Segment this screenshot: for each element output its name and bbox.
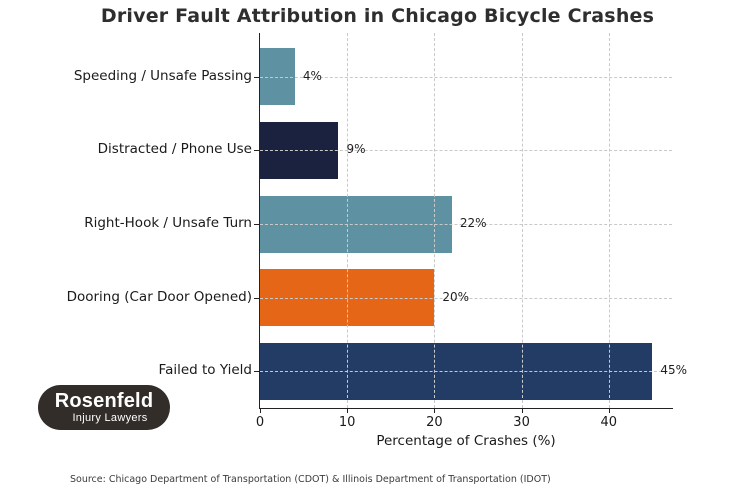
y-tick-5 <box>254 371 259 373</box>
gridline-y-5 <box>260 371 672 373</box>
value-label-5: 45% <box>660 363 688 378</box>
value-label-2: 9% <box>346 142 366 157</box>
y-tick-1 <box>254 76 259 78</box>
gridline-y-2 <box>260 150 672 152</box>
x-tick-30 <box>521 409 523 413</box>
chart-title: Driver Fault Attribution in Chicago Bicy… <box>100 5 655 27</box>
y-axis-spine <box>259 33 260 409</box>
gridline-y-3 <box>260 224 672 225</box>
x-tick-0 <box>260 409 261 413</box>
x-tick-label-30: 30 <box>513 415 530 430</box>
gridline-y-4 <box>260 297 672 299</box>
gridline-x-10 <box>347 33 349 408</box>
x-tick-40 <box>608 409 610 413</box>
category-label-5: Failed to Yield <box>158 362 252 379</box>
gridline-x-20 <box>434 33 436 408</box>
x-tick-label-0: 0 <box>255 415 265 430</box>
x-tick-10 <box>347 409 349 413</box>
x-tick-label-20: 20 <box>426 415 443 430</box>
value-label-3: 22% <box>459 216 487 230</box>
x-tick-label-10: 10 <box>338 415 356 430</box>
y-tick-2 <box>254 150 259 152</box>
logo-name-text: Rosenfeld <box>54 390 154 412</box>
category-label-1: Speeding / Unsafe Passing <box>73 67 252 84</box>
gridline-y-1 <box>260 76 672 78</box>
gridline-x-40 <box>608 33 610 408</box>
plot-area: 4% 9% 22% 20% 45% <box>260 33 687 408</box>
value-label-1: 4% <box>302 68 322 83</box>
logo-subtitle-text: Injury Lawyers <box>72 412 148 424</box>
category-label-3: Right-Hook / Unsafe Turn <box>84 215 252 231</box>
rosenfeld-logo: Rosenfeld Injury Lawyers <box>38 385 170 430</box>
value-label-4: 20% <box>442 289 470 304</box>
y-tick-4 <box>254 297 259 299</box>
x-tick-label-40: 40 <box>600 415 618 430</box>
category-label-2: Distracted / Phone Use <box>97 141 252 158</box>
x-tick-20 <box>434 409 436 413</box>
gridline-x-30 <box>521 33 523 408</box>
source-attribution: Source: Chicago Department of Transporta… <box>70 474 551 485</box>
category-label-4: Dooring (Car Door Opened) <box>66 288 252 305</box>
y-tick-3 <box>254 224 259 225</box>
x-axis-label: Percentage of Crashes (%) <box>376 433 556 449</box>
x-axis-spine <box>259 408 673 409</box>
